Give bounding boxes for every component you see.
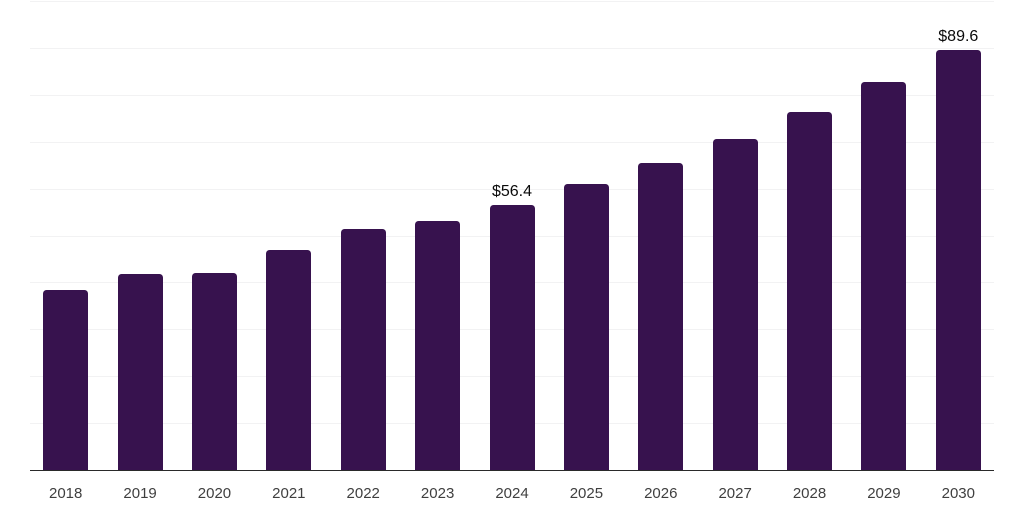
x-tick-label-2028: 2028 xyxy=(792,485,827,502)
x-tick-label-2030: 2030 xyxy=(941,485,975,502)
bar-2027 xyxy=(712,139,758,470)
x-tick-label-2029: 2029 xyxy=(867,485,901,502)
bar-2030 xyxy=(935,49,981,470)
x-tick-label-2026: 2026 xyxy=(644,485,678,502)
gridline xyxy=(30,141,994,143)
x-axis-line xyxy=(30,469,994,471)
x-tick-label-2025: 2025 xyxy=(569,485,604,502)
x-tick-label-2024: 2024 xyxy=(495,485,529,502)
bar-2020 xyxy=(191,273,237,470)
x-tick-label-2020: 2020 xyxy=(197,485,232,502)
bar-2024 xyxy=(489,205,535,470)
bar-2023 xyxy=(415,220,461,470)
bar-2025 xyxy=(563,184,609,470)
x-tick-label-2022: 2022 xyxy=(346,485,380,502)
gridline xyxy=(30,47,994,49)
bar-2021 xyxy=(266,250,312,470)
x-tick-label-2023: 2023 xyxy=(420,485,455,502)
bar-2028 xyxy=(787,112,833,470)
x-tick-label-2018: 2018 xyxy=(49,485,83,502)
bar-2029 xyxy=(861,82,907,470)
data-label-2024: $56.4 xyxy=(491,183,533,201)
x-tick-label-2027: 2027 xyxy=(718,485,752,502)
bar-2022 xyxy=(340,229,386,470)
x-tick-label-2019: 2019 xyxy=(123,485,157,502)
gridline xyxy=(30,188,994,190)
gridline xyxy=(30,0,994,2)
bar-2018 xyxy=(43,289,89,470)
bar-2026 xyxy=(638,162,684,470)
x-tick-label-2021: 2021 xyxy=(272,485,306,502)
bar-2019 xyxy=(117,274,163,470)
data-label-2030: $89.6 xyxy=(938,27,979,45)
gridline xyxy=(30,94,994,96)
